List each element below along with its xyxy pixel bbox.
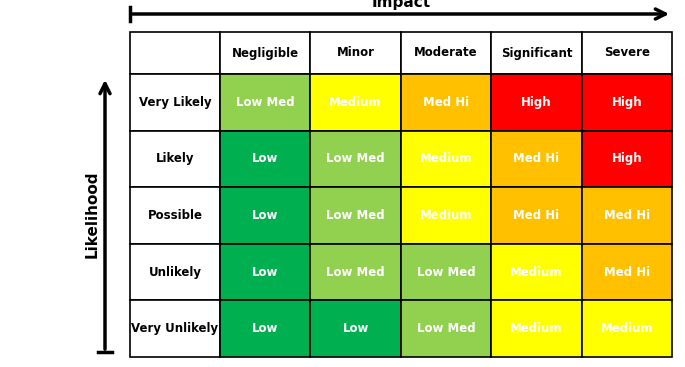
Bar [582,32,672,74]
Text: Medium: Medium [420,209,472,222]
Text: Minor: Minor [336,47,375,59]
Bar [220,187,310,244]
Bar [491,187,582,244]
Bar [401,244,491,301]
Text: Very Unlikely: Very Unlikely [132,322,219,335]
Bar [310,301,401,357]
Bar [130,301,220,357]
Text: Low Med: Low Med [416,322,475,335]
Bar [401,32,491,74]
Bar [582,187,672,244]
Text: Med Hi: Med Hi [513,152,560,166]
Text: Medium: Medium [510,266,562,279]
Text: Very Likely: Very Likely [138,96,211,109]
Text: Likely: Likely [155,152,195,166]
Text: Low: Low [252,322,278,335]
Bar [220,301,310,357]
Text: Low Med: Low Med [326,266,385,279]
Text: Medium: Medium [601,322,653,335]
Bar [401,74,491,131]
Bar [130,74,220,131]
Text: Low Med: Low Med [416,266,475,279]
Bar [220,32,310,74]
Text: Severe: Severe [603,47,650,59]
Text: Possible: Possible [147,209,203,222]
Bar [130,244,220,301]
Text: Low: Low [252,152,278,166]
Text: High: High [521,96,551,109]
Text: Med Hi: Med Hi [513,209,560,222]
Text: Low Med: Low Med [326,209,385,222]
Text: Med Hi: Med Hi [423,96,469,109]
Bar [220,244,310,301]
Text: Significant: Significant [501,47,572,59]
Text: Likelihood: Likelihood [84,171,99,258]
Bar [310,74,401,131]
Bar [401,301,491,357]
Bar [582,301,672,357]
Text: Low: Low [342,322,369,335]
Bar [130,131,220,187]
Text: Medium: Medium [329,96,382,109]
Bar [310,32,401,74]
Bar [582,74,672,131]
Text: Med Hi: Med Hi [603,266,650,279]
Bar [491,131,582,187]
Text: Medium: Medium [420,152,472,166]
Bar [491,244,582,301]
Bar [310,244,401,301]
Bar [220,74,310,131]
Text: Impact: Impact [371,0,431,10]
Bar [220,131,310,187]
Text: Med Hi: Med Hi [603,209,650,222]
Bar [582,244,672,301]
Bar [130,32,220,74]
Bar [582,131,672,187]
Text: Unlikely: Unlikely [149,266,201,279]
Text: High: High [612,96,642,109]
Text: Low Med: Low Med [236,96,295,109]
Bar [491,74,582,131]
Text: Low: Low [252,266,278,279]
Text: Low Med: Low Med [326,152,385,166]
Text: Medium: Medium [510,322,562,335]
Text: High: High [612,152,642,166]
Text: Negligible: Negligible [232,47,299,59]
Bar [310,131,401,187]
Text: Moderate: Moderate [414,47,478,59]
Bar [491,32,582,74]
Bar [401,187,491,244]
Text: Low: Low [252,209,278,222]
Bar [401,131,491,187]
Bar [310,187,401,244]
Bar [130,187,220,244]
Bar [491,301,582,357]
